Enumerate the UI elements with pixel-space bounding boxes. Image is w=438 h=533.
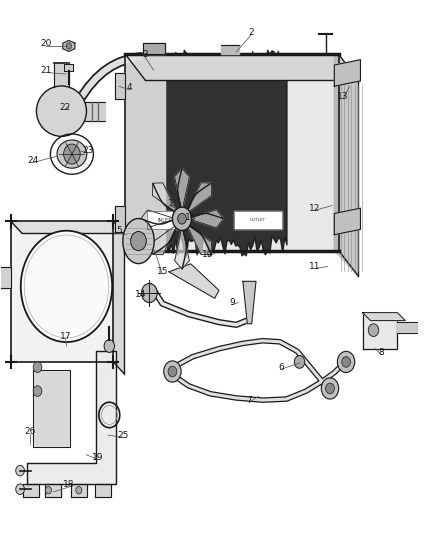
Polygon shape: [152, 224, 177, 255]
Text: 3: 3: [142, 50, 148, 59]
Polygon shape: [363, 313, 405, 320]
Polygon shape: [95, 484, 111, 497]
Polygon shape: [188, 210, 223, 228]
Polygon shape: [147, 211, 182, 229]
Text: 6: 6: [278, 363, 284, 372]
Text: 7: 7: [247, 395, 252, 405]
Circle shape: [16, 484, 25, 495]
Circle shape: [321, 378, 339, 399]
Polygon shape: [45, 484, 60, 497]
Polygon shape: [115, 206, 125, 232]
Polygon shape: [113, 221, 124, 374]
Circle shape: [46, 487, 51, 494]
Polygon shape: [125, 54, 165, 251]
Text: OUTLET: OUTLET: [250, 219, 266, 222]
Text: 1: 1: [168, 199, 174, 208]
Polygon shape: [175, 227, 189, 269]
Circle shape: [33, 362, 42, 373]
Polygon shape: [0, 267, 11, 288]
Ellipse shape: [36, 86, 86, 136]
Text: 9: 9: [229, 298, 235, 307]
Polygon shape: [221, 45, 239, 54]
Circle shape: [66, 43, 71, 49]
Polygon shape: [33, 370, 70, 447]
Text: 17: 17: [60, 332, 71, 341]
Circle shape: [173, 207, 191, 230]
Polygon shape: [152, 183, 177, 213]
Polygon shape: [71, 484, 87, 497]
Circle shape: [294, 356, 305, 368]
Text: 10: 10: [202, 251, 214, 260]
Text: 14: 14: [135, 289, 146, 298]
Polygon shape: [11, 221, 124, 233]
Text: 16: 16: [185, 213, 197, 222]
Ellipse shape: [123, 219, 154, 264]
Text: 26: 26: [24, 427, 35, 437]
Polygon shape: [187, 224, 212, 255]
Circle shape: [337, 351, 355, 373]
Polygon shape: [23, 484, 39, 497]
Polygon shape: [53, 63, 69, 87]
Polygon shape: [27, 351, 116, 484]
Polygon shape: [85, 102, 105, 120]
Circle shape: [368, 324, 379, 336]
Text: 13: 13: [337, 92, 349, 101]
Polygon shape: [234, 211, 282, 229]
Circle shape: [21, 231, 112, 342]
Polygon shape: [334, 208, 360, 235]
Polygon shape: [175, 168, 189, 211]
Ellipse shape: [57, 140, 87, 168]
Polygon shape: [125, 54, 339, 251]
Polygon shape: [334, 60, 360, 86]
Text: 19: 19: [92, 453, 104, 462]
Polygon shape: [243, 281, 256, 324]
Circle shape: [104, 340, 115, 352]
Polygon shape: [115, 73, 125, 100]
Text: 24: 24: [27, 156, 39, 165]
Polygon shape: [169, 264, 219, 298]
Circle shape: [33, 386, 42, 397]
Polygon shape: [334, 54, 339, 251]
Text: 2: 2: [249, 28, 254, 37]
Circle shape: [16, 465, 25, 476]
Text: 15: 15: [157, 268, 168, 276]
Polygon shape: [141, 210, 176, 228]
Text: 11: 11: [309, 262, 321, 271]
Circle shape: [141, 284, 157, 303]
Text: 18: 18: [63, 480, 74, 489]
Text: 22: 22: [59, 103, 70, 112]
Polygon shape: [125, 54, 358, 80]
Circle shape: [168, 366, 177, 377]
Polygon shape: [397, 322, 417, 333]
Polygon shape: [187, 183, 212, 213]
Circle shape: [325, 383, 334, 394]
Text: 25: 25: [117, 431, 129, 440]
Circle shape: [76, 487, 82, 494]
Polygon shape: [64, 64, 73, 71]
Text: 8: 8: [378, 348, 384, 357]
Circle shape: [64, 144, 80, 164]
Polygon shape: [63, 41, 75, 52]
Circle shape: [178, 214, 186, 224]
Polygon shape: [143, 43, 165, 54]
Polygon shape: [11, 221, 113, 362]
Circle shape: [164, 361, 181, 382]
Text: 21: 21: [41, 66, 52, 75]
Text: INLET: INLET: [158, 218, 172, 223]
Text: 20: 20: [41, 39, 52, 49]
Text: 5: 5: [116, 226, 122, 235]
Polygon shape: [363, 313, 397, 349]
Circle shape: [131, 231, 146, 251]
Circle shape: [342, 357, 350, 367]
Text: 12: 12: [309, 204, 321, 213]
Polygon shape: [334, 54, 358, 276]
Text: 23: 23: [83, 147, 94, 156]
Text: 4: 4: [127, 83, 133, 92]
